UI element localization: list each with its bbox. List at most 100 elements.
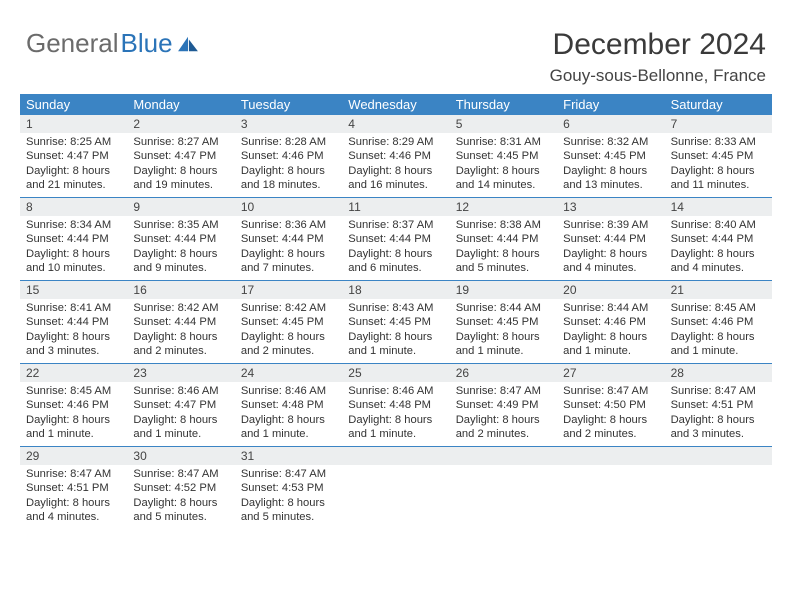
sunrise-text: Sunrise: 8:34 AM xyxy=(26,218,121,232)
day-body: Sunrise: 8:36 AMSunset: 4:44 PMDaylight:… xyxy=(235,216,342,279)
daylight-text: Daylight: 8 hours and 4 minutes. xyxy=(26,496,121,525)
day-number: 15 xyxy=(20,281,127,299)
day-number: 24 xyxy=(235,364,342,382)
sunrise-text: Sunrise: 8:32 AM xyxy=(563,135,658,149)
daylight-text: Daylight: 8 hours and 16 minutes. xyxy=(348,164,443,193)
day-body: Sunrise: 8:45 AMSunset: 4:46 PMDaylight:… xyxy=(20,382,127,445)
logo-text-2: Blue xyxy=(121,28,173,59)
day-number: 3 xyxy=(235,115,342,133)
day-number: 14 xyxy=(665,198,772,216)
daylight-text: Daylight: 8 hours and 4 minutes. xyxy=(671,247,766,276)
day-number: 31 xyxy=(235,447,342,465)
day-body: Sunrise: 8:46 AMSunset: 4:48 PMDaylight:… xyxy=(342,382,449,445)
sunset-text: Sunset: 4:45 PM xyxy=(563,149,658,163)
sunset-text: Sunset: 4:50 PM xyxy=(563,398,658,412)
sunset-text: Sunset: 4:46 PM xyxy=(26,398,121,412)
day-body: Sunrise: 8:28 AMSunset: 4:46 PMDaylight:… xyxy=(235,133,342,196)
day-number: 5 xyxy=(450,115,557,133)
daylight-text: Daylight: 8 hours and 1 minute. xyxy=(348,330,443,359)
calendar-cell: 23Sunrise: 8:46 AMSunset: 4:47 PMDayligh… xyxy=(127,364,234,446)
calendar: Sunday Monday Tuesday Wednesday Thursday… xyxy=(20,94,772,529)
sunset-text: Sunset: 4:44 PM xyxy=(671,232,766,246)
sunset-text: Sunset: 4:45 PM xyxy=(456,149,551,163)
sunrise-text: Sunrise: 8:38 AM xyxy=(456,218,551,232)
daylight-text: Daylight: 8 hours and 5 minutes. xyxy=(241,496,336,525)
calendar-cell: 16Sunrise: 8:42 AMSunset: 4:44 PMDayligh… xyxy=(127,281,234,363)
daylight-text: Daylight: 8 hours and 1 minute. xyxy=(671,330,766,359)
day-body: Sunrise: 8:44 AMSunset: 4:45 PMDaylight:… xyxy=(450,299,557,362)
calendar-cell: 7Sunrise: 8:33 AMSunset: 4:45 PMDaylight… xyxy=(665,115,772,197)
day-body: Sunrise: 8:42 AMSunset: 4:44 PMDaylight:… xyxy=(127,299,234,362)
daylight-text: Daylight: 8 hours and 13 minutes. xyxy=(563,164,658,193)
sunset-text: Sunset: 4:51 PM xyxy=(671,398,766,412)
calendar-cell: 2Sunrise: 8:27 AMSunset: 4:47 PMDaylight… xyxy=(127,115,234,197)
day-body: Sunrise: 8:41 AMSunset: 4:44 PMDaylight:… xyxy=(20,299,127,362)
calendar-cell: 31Sunrise: 8:47 AMSunset: 4:53 PMDayligh… xyxy=(235,447,342,529)
calendar-cell: 17Sunrise: 8:42 AMSunset: 4:45 PMDayligh… xyxy=(235,281,342,363)
day-body: Sunrise: 8:37 AMSunset: 4:44 PMDaylight:… xyxy=(342,216,449,279)
sunset-text: Sunset: 4:45 PM xyxy=(671,149,766,163)
calendar-week: 1Sunrise: 8:25 AMSunset: 4:47 PMDaylight… xyxy=(20,115,772,198)
daylight-text: Daylight: 8 hours and 21 minutes. xyxy=(26,164,121,193)
day-number: 8 xyxy=(20,198,127,216)
day-body: Sunrise: 8:42 AMSunset: 4:45 PMDaylight:… xyxy=(235,299,342,362)
day-body: Sunrise: 8:35 AMSunset: 4:44 PMDaylight:… xyxy=(127,216,234,279)
day-number: 23 xyxy=(127,364,234,382)
day-number: . xyxy=(557,447,664,465)
day-number: 7 xyxy=(665,115,772,133)
weeks-container: 1Sunrise: 8:25 AMSunset: 4:47 PMDaylight… xyxy=(20,115,772,529)
day-body: Sunrise: 8:39 AMSunset: 4:44 PMDaylight:… xyxy=(557,216,664,279)
day-number: 12 xyxy=(450,198,557,216)
dayname: Sunday xyxy=(20,94,127,115)
day-body: Sunrise: 8:33 AMSunset: 4:45 PMDaylight:… xyxy=(665,133,772,196)
sunrise-text: Sunrise: 8:44 AM xyxy=(456,301,551,315)
calendar-week: 15Sunrise: 8:41 AMSunset: 4:44 PMDayligh… xyxy=(20,281,772,364)
sunrise-text: Sunrise: 8:46 AM xyxy=(133,384,228,398)
daylight-text: Daylight: 8 hours and 2 minutes. xyxy=(133,330,228,359)
calendar-cell: 20Sunrise: 8:44 AMSunset: 4:46 PMDayligh… xyxy=(557,281,664,363)
dayname: Saturday xyxy=(665,94,772,115)
day-body: Sunrise: 8:44 AMSunset: 4:46 PMDaylight:… xyxy=(557,299,664,362)
daylight-text: Daylight: 8 hours and 3 minutes. xyxy=(26,330,121,359)
calendar-cell: 24Sunrise: 8:46 AMSunset: 4:48 PMDayligh… xyxy=(235,364,342,446)
sunrise-text: Sunrise: 8:47 AM xyxy=(563,384,658,398)
title-block: December 2024 Gouy-sous-Bellonne, France xyxy=(550,28,772,86)
calendar-cell: 3Sunrise: 8:28 AMSunset: 4:46 PMDaylight… xyxy=(235,115,342,197)
calendar-cell: 13Sunrise: 8:39 AMSunset: 4:44 PMDayligh… xyxy=(557,198,664,280)
day-body: Sunrise: 8:46 AMSunset: 4:47 PMDaylight:… xyxy=(127,382,234,445)
day-number: 10 xyxy=(235,198,342,216)
daylight-text: Daylight: 8 hours and 4 minutes. xyxy=(563,247,658,276)
day-number: 2 xyxy=(127,115,234,133)
daylight-text: Daylight: 8 hours and 19 minutes. xyxy=(133,164,228,193)
day-body: Sunrise: 8:47 AMSunset: 4:52 PMDaylight:… xyxy=(127,465,234,528)
location-label: Gouy-sous-Bellonne, France xyxy=(550,66,766,86)
sunrise-text: Sunrise: 8:37 AM xyxy=(348,218,443,232)
sunset-text: Sunset: 4:46 PM xyxy=(241,149,336,163)
sunrise-text: Sunrise: 8:42 AM xyxy=(241,301,336,315)
sunrise-text: Sunrise: 8:36 AM xyxy=(241,218,336,232)
calendar-cell: 21Sunrise: 8:45 AMSunset: 4:46 PMDayligh… xyxy=(665,281,772,363)
sunset-text: Sunset: 4:53 PM xyxy=(241,481,336,495)
logo: GeneralBlue xyxy=(20,28,199,59)
day-number: 16 xyxy=(127,281,234,299)
sunset-text: Sunset: 4:46 PM xyxy=(671,315,766,329)
sunrise-text: Sunrise: 8:43 AM xyxy=(348,301,443,315)
calendar-cell: 6Sunrise: 8:32 AMSunset: 4:45 PMDaylight… xyxy=(557,115,664,197)
day-body: Sunrise: 8:47 AMSunset: 4:53 PMDaylight:… xyxy=(235,465,342,528)
day-body: Sunrise: 8:46 AMSunset: 4:48 PMDaylight:… xyxy=(235,382,342,445)
day-body: Sunrise: 8:40 AMSunset: 4:44 PMDaylight:… xyxy=(665,216,772,279)
sunset-text: Sunset: 4:44 PM xyxy=(133,232,228,246)
sunset-text: Sunset: 4:45 PM xyxy=(456,315,551,329)
sunrise-text: Sunrise: 8:45 AM xyxy=(26,384,121,398)
sunrise-text: Sunrise: 8:39 AM xyxy=(563,218,658,232)
sunrise-text: Sunrise: 8:25 AM xyxy=(26,135,121,149)
sunrise-text: Sunrise: 8:45 AM xyxy=(671,301,766,315)
sunset-text: Sunset: 4:51 PM xyxy=(26,481,121,495)
calendar-cell: 14Sunrise: 8:40 AMSunset: 4:44 PMDayligh… xyxy=(665,198,772,280)
day-number: 17 xyxy=(235,281,342,299)
calendar-cell: 18Sunrise: 8:43 AMSunset: 4:45 PMDayligh… xyxy=(342,281,449,363)
day-number: 28 xyxy=(665,364,772,382)
sunset-text: Sunset: 4:47 PM xyxy=(133,149,228,163)
daylight-text: Daylight: 8 hours and 6 minutes. xyxy=(348,247,443,276)
day-number: 11 xyxy=(342,198,449,216)
